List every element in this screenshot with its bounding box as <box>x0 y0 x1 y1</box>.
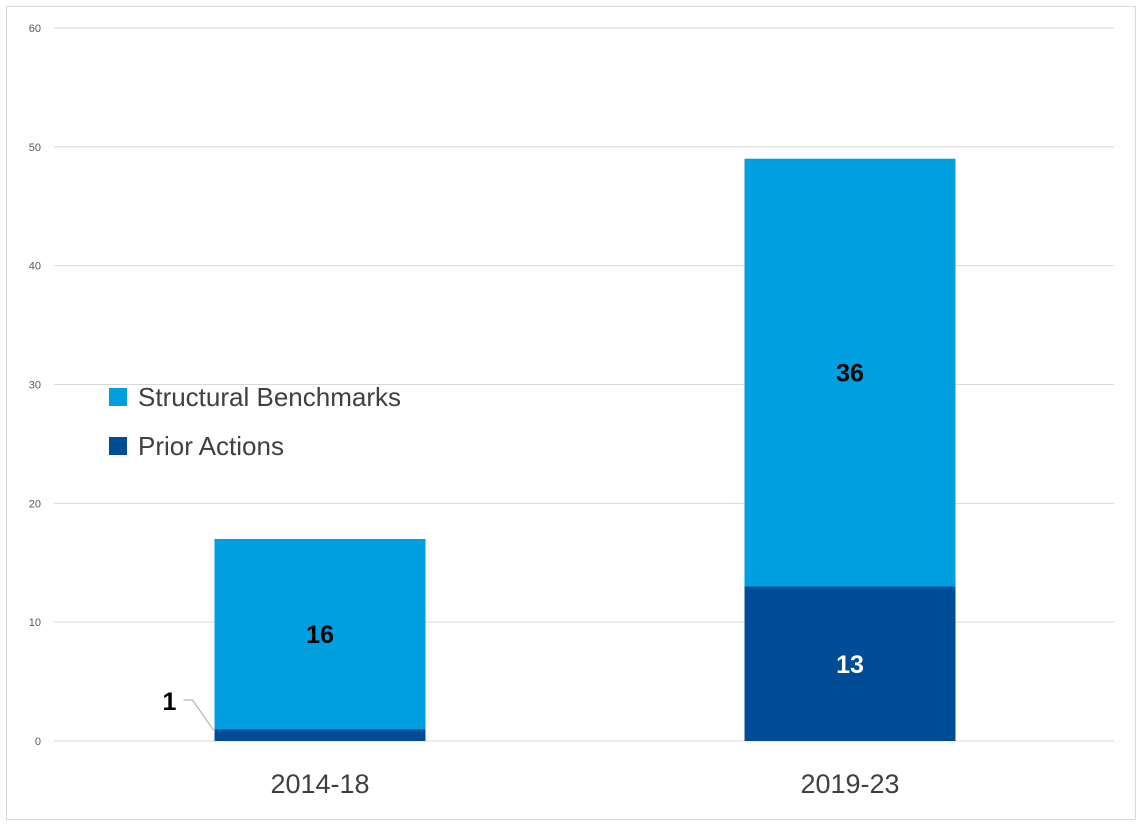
y-tick-label: 10 <box>29 617 41 629</box>
data-labels: 1 16 13 36 <box>163 360 864 731</box>
bars <box>214 158 956 741</box>
y-tick-label: 60 <box>29 23 41 35</box>
bar-segment-prior-actions-2014-18 <box>214 729 426 741</box>
data-label: 16 <box>306 621 334 649</box>
data-label: 13 <box>836 651 864 679</box>
legend: Structural Benchmarks Prior Actions <box>109 382 401 461</box>
legend-label-prior-actions: Prior Actions <box>138 431 284 461</box>
bar-segment-structural-benchmarks-2014-18 <box>214 538 426 730</box>
x-category-label: 2014-18 <box>270 769 369 799</box>
y-tick-label: 30 <box>29 380 41 392</box>
chart-frame: 0 10 20 30 40 50 60 1 16 13 36 2014-18 2019-23 Str… <box>6 6 1136 820</box>
x-axis-categories: 2014-18 2019-23 <box>270 769 899 799</box>
leader-line <box>183 699 214 731</box>
legend-swatch-prior-actions <box>109 437 127 455</box>
y-tick-label: 0 <box>35 736 41 748</box>
bar-segment-structural-benchmarks-2019-23 <box>744 158 956 587</box>
data-label: 1 <box>163 688 177 716</box>
legend-label-structural-benchmarks: Structural Benchmarks <box>138 382 401 412</box>
data-label: 36 <box>836 360 864 388</box>
legend-swatch-structural-benchmarks <box>109 388 127 406</box>
stacked-bar-chart: 0 10 20 30 40 50 60 1 16 13 36 2014-18 2019-23 Str… <box>29 23 1114 799</box>
y-tick-label: 20 <box>29 498 41 510</box>
y-axis-ticks: 0 10 20 30 40 50 60 <box>29 23 41 748</box>
x-category-label: 2019-23 <box>800 769 899 799</box>
y-tick-label: 50 <box>29 142 41 154</box>
y-tick-label: 40 <box>29 261 41 273</box>
bar-segment-prior-actions-2019-23 <box>744 586 956 741</box>
